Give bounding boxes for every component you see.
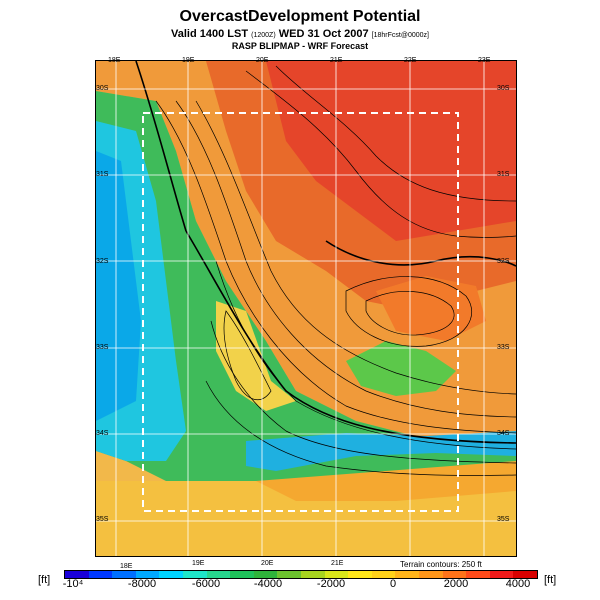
colorbar-segment [277,571,302,578]
colorbar-segment [513,571,538,578]
lon-label-bottom: 18E [120,563,133,570]
colorbar-segment [348,571,373,578]
colorbar-tick: -10⁴ [62,578,84,590]
valid-time-line: Valid 1400 LST (1200Z) WED 31 Oct 2007 [… [0,28,600,40]
colorbar-segment [419,571,443,578]
colorbar-segment [112,571,137,578]
lat-label-right: 33S [497,344,510,351]
colorbar-tick: -4000 [253,578,283,590]
colorbar-segment [466,571,491,578]
lon-label-top: 18E [108,57,121,64]
colorbar-segment [301,571,325,578]
colorbar-segment [442,571,467,578]
lat-label-right: 32S [497,258,510,265]
lat-label-left: 33S [96,344,109,351]
forecast-map [95,60,517,557]
map-field [96,61,516,556]
colorbar-segment [88,571,113,578]
colorbar-tick: -2000 [316,578,346,590]
colorbar-segment [395,571,420,578]
map-title: OvercastDevelopment Potential [179,8,421,25]
lat-label-left: 30S [96,85,109,92]
lat-label-left: 31S [96,171,109,178]
colorbar-tick: 2000 [443,578,469,590]
lon-label-bottom: 21E [331,560,344,567]
lat-label-right: 30S [497,85,510,92]
colorbar-segment [183,571,207,578]
colorbar-segment [489,571,514,578]
colorbar-segment [324,571,349,578]
colorbar-unit-left: [ft] [38,574,51,586]
forecast-date: WED 31 Oct 2007 [278,28,369,40]
colorbar-tick: -6000 [191,578,221,590]
lat-label-left: 32S [96,258,109,265]
source-label: RASP BLIPMAP - WRF Forecast [231,41,369,51]
terrain-contours-note: Terrain contours: 250 ft [400,560,482,569]
colorbar-segment [206,571,231,578]
lat-label-right: 31S [497,171,510,178]
lat-label-right: 34S [497,430,510,437]
colorbar [64,570,538,579]
valid-time: Valid 1400 LST [171,28,249,40]
colorbar-segment [371,571,396,578]
lon-label-top: 21E [330,57,343,64]
colorbar-segment [65,571,89,578]
inner-domain-box [142,112,459,512]
lat-label-left: 35S [96,516,109,523]
lon-label-bottom: 20E [261,560,274,567]
colorbar-tick: -8000 [127,578,157,590]
lon-label-top: 20E [256,57,269,64]
lon-label-bottom: 19E [192,560,205,567]
lon-label-top: 22E [404,57,417,64]
forecast-hour: [18hrFcst@0000z] [371,32,429,39]
colorbar-tick: 0 [389,578,397,590]
colorbar-tick: 4000 [505,578,531,590]
colorbar-segment [159,571,184,578]
lon-label-top: 23E [478,57,491,64]
colorbar-segment [135,571,160,578]
colorbar-unit-right: [ft] [544,574,557,586]
lat-label-left: 34S [96,430,109,437]
lon-label-top: 19E [182,57,195,64]
lat-label-right: 35S [497,516,510,523]
utc-time: (1200Z) [251,32,276,39]
colorbar-segment [230,571,255,578]
colorbar-segment [253,571,278,578]
